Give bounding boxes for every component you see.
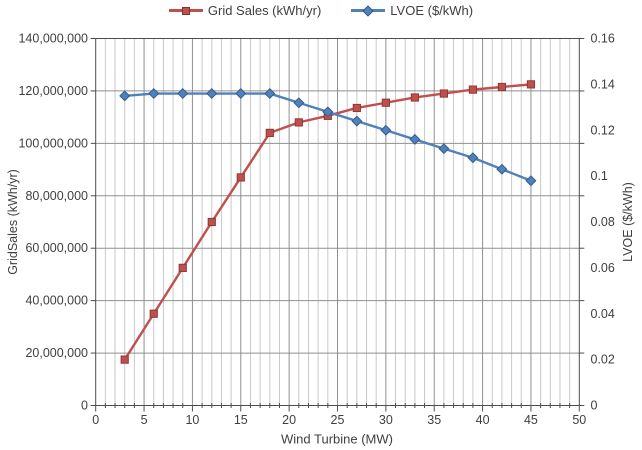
- y-right-tick-label: 0.1: [591, 169, 608, 183]
- x-tick-label: 25: [331, 413, 345, 427]
- lvoe-series-marker-icon: [351, 4, 386, 17]
- y-right-tick-label: 0: [591, 399, 598, 413]
- data-point-marker: [235, 88, 247, 100]
- data-point-marker: [497, 82, 507, 92]
- y-left-tick-label: 60,000,000: [25, 241, 88, 255]
- data-point-marker: [293, 97, 305, 109]
- y-right-tick-label: 0.12: [591, 123, 615, 137]
- data-point-marker: [525, 175, 537, 187]
- data-point-marker: [468, 85, 478, 94]
- y-left-tick-label: 120,000,000: [18, 84, 88, 98]
- data-point-marker: [265, 128, 274, 137]
- y-left-tick-label: 40,000,000: [25, 294, 88, 308]
- data-point-marker: [149, 309, 158, 318]
- legend-item-grid-sales: Grid Sales (kWh/yr): [168, 3, 322, 18]
- data-point-marker: [439, 89, 448, 98]
- data-point-marker: [236, 173, 245, 182]
- gridlines: [95, 38, 580, 406]
- x-tick-label: 35: [427, 413, 441, 427]
- x-axis-title: Wind Turbine (MW): [281, 431, 393, 447]
- data-point-marker: [322, 106, 334, 118]
- data-point-marker: [206, 88, 218, 100]
- data-point-marker: [178, 263, 187, 272]
- x-tick-label: 50: [572, 413, 586, 427]
- data-point-marker: [438, 143, 450, 155]
- data-point-marker: [351, 115, 363, 127]
- y-left-tick-label: 20,000,000: [25, 346, 88, 360]
- data-point-marker: [352, 103, 361, 113]
- data-point-marker: [264, 88, 276, 100]
- y-right-tick-label: 0.02: [591, 353, 615, 367]
- data-point-marker: [496, 163, 508, 175]
- grid-sales-series-marker-icon: [168, 5, 203, 16]
- y-left-tick-label: 80,000,000: [25, 189, 88, 203]
- x-tick-label: 10: [185, 413, 199, 427]
- axis-tick-labels: 0 20,000,000 40,000,000 60,000,000 80,000,00…: [18, 32, 614, 428]
- y-axis-right-title: LVOE ($/kWh): [621, 182, 635, 262]
- y-left-tick-label: 140,000,000: [18, 32, 88, 46]
- x-tick-label: 5: [141, 413, 148, 427]
- y-right-tick-label: 0.04: [591, 307, 615, 321]
- legend-label-grid-sales: Grid Sales (kWh/yr): [207, 3, 322, 18]
- data-point-marker: [207, 217, 216, 227]
- x-tick-label: 0: [92, 413, 99, 427]
- axis-ticks: [90, 38, 585, 412]
- series-lvoe-kwh: [119, 88, 537, 187]
- x-tick-label: 30: [379, 413, 393, 427]
- y-right-tick-label: 0.14: [591, 77, 615, 91]
- y-left-tick-label: 100,000,000: [18, 136, 88, 150]
- data-point-marker: [526, 80, 536, 89]
- x-tick-label: 15: [234, 413, 248, 427]
- y-right-tick-label: 0.08: [591, 215, 615, 229]
- data-point-marker: [380, 124, 392, 136]
- y-axis-left-title: GridSales (kWh/yr): [6, 169, 20, 275]
- legend-item-lvoe: LVOE ($/kWh): [351, 3, 473, 18]
- data-point-marker: [119, 90, 131, 102]
- y-left-tick-label: 0: [81, 399, 88, 413]
- x-tick-label: 20: [282, 413, 296, 427]
- data-point-marker: [120, 355, 129, 364]
- data-point-marker: [177, 88, 189, 100]
- data-point-marker: [148, 88, 160, 100]
- y-right-tick-label: 0.06: [591, 261, 615, 275]
- data-point-marker: [294, 118, 303, 127]
- data-point-marker: [409, 133, 421, 145]
- data-point-marker: [410, 93, 419, 102]
- data-point-marker: [467, 152, 479, 164]
- chart-legend: Grid Sales (kWh/yr) LVOE ($/kWh): [0, 3, 642, 18]
- x-tick-label: 40: [476, 413, 490, 427]
- data-point-marker: [381, 98, 390, 107]
- x-tick-label: 45: [524, 413, 538, 427]
- y-right-tick-label: 0.16: [591, 32, 615, 46]
- legend-label-lvoe: LVOE ($/kWh): [390, 3, 474, 18]
